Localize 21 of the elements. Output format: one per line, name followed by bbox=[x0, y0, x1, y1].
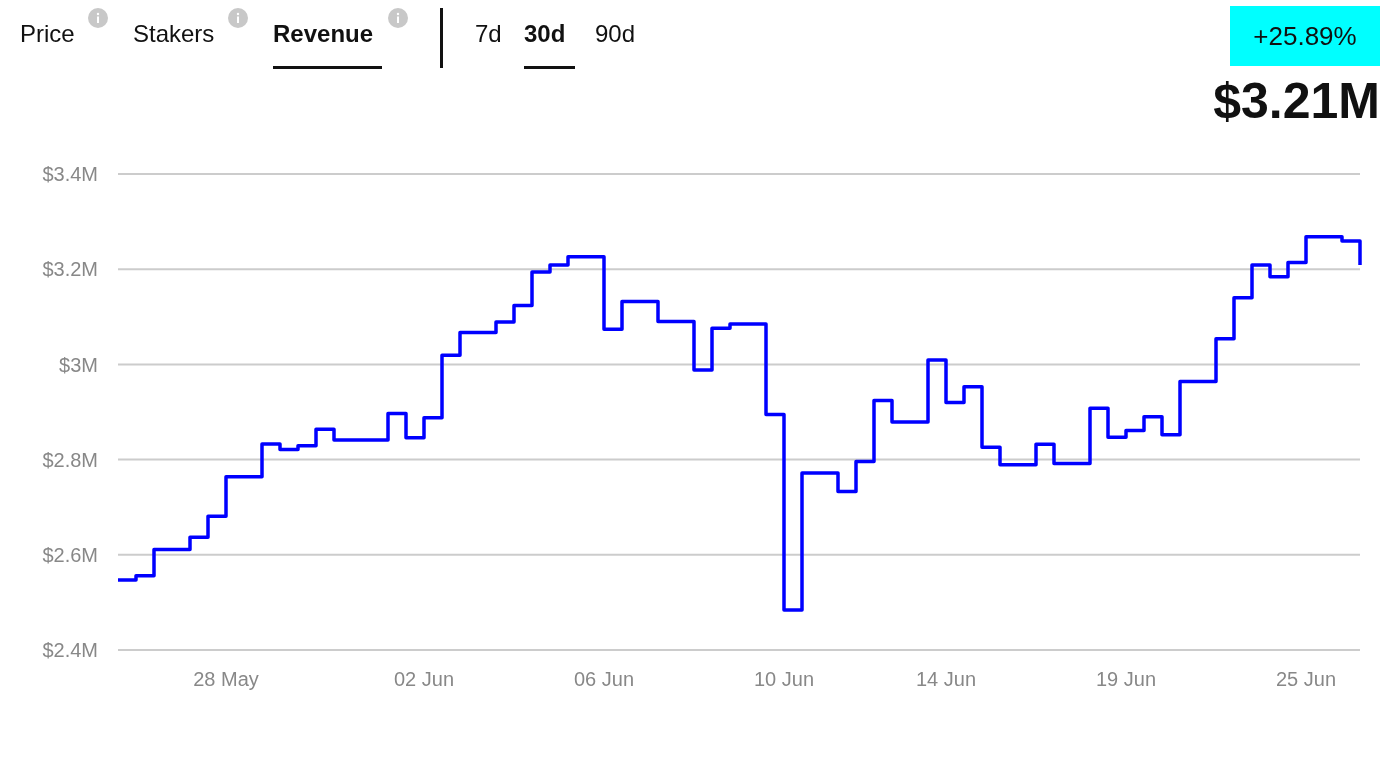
x-tick-label: 10 Jun bbox=[753, 668, 815, 691]
x-tick-label: 02 Jun bbox=[393, 668, 455, 691]
text: Revenue bbox=[273, 20, 374, 48]
x-tick-label: 14 Jun bbox=[915, 668, 977, 691]
text: 90d bbox=[595, 20, 636, 48]
y-tick-label: $2.4M bbox=[42, 639, 98, 662]
text: Stakers bbox=[133, 20, 215, 48]
text: +25.89% bbox=[1230, 6, 1380, 66]
y-tick-label: $3.2M bbox=[42, 258, 98, 281]
text: 30d bbox=[524, 20, 566, 48]
text: 7d bbox=[475, 20, 502, 48]
text: Price bbox=[20, 20, 75, 48]
x-tick-label: 06 Jun bbox=[573, 668, 635, 691]
y-tick-label: $3M bbox=[59, 353, 98, 376]
y-tick-label: $3.4M bbox=[42, 163, 98, 186]
text: $3.21M bbox=[1213, 72, 1380, 130]
x-tick-label: 19 Jun bbox=[1095, 668, 1157, 691]
y-tick-label: $2.6M bbox=[42, 543, 98, 566]
x-tick-label: 25 Jun bbox=[1275, 668, 1337, 691]
x-tick-label: 28 May bbox=[193, 668, 259, 691]
y-tick-label: $2.8M bbox=[42, 448, 98, 471]
